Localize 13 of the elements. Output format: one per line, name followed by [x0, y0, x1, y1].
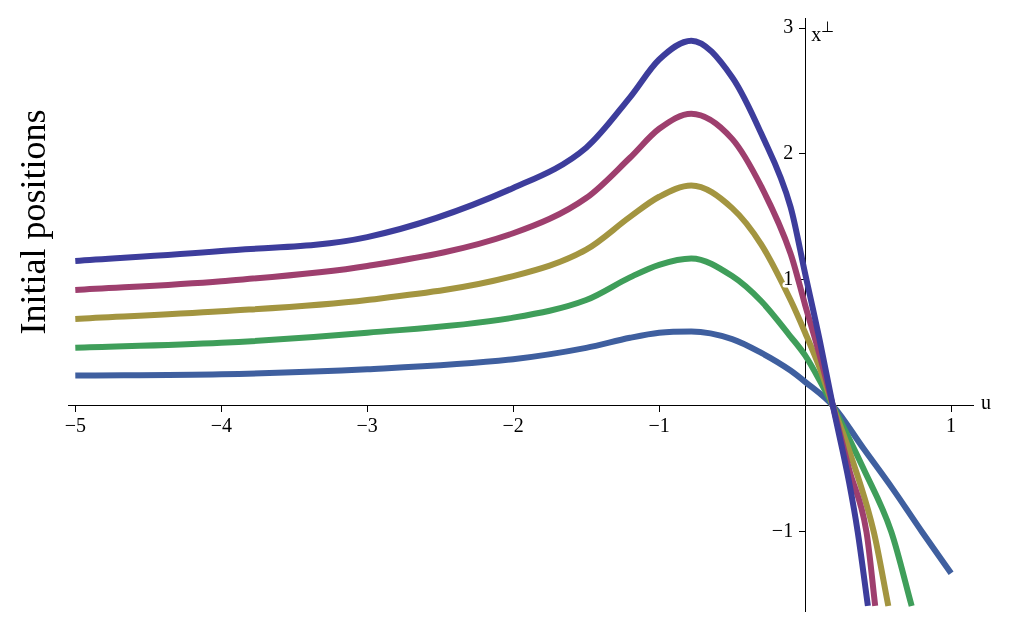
y-tick-label: −1 — [771, 518, 794, 541]
y-tick-label: 2 — [783, 141, 794, 164]
x-tick-label: −4 — [210, 414, 232, 437]
x-tick-label: −5 — [64, 414, 86, 437]
x-axis-title: u — [981, 391, 991, 414]
x-tick-label: 1 — [946, 414, 957, 437]
y-tick-label: 3 — [783, 15, 794, 38]
x-tick-label: −2 — [502, 414, 524, 437]
x-tick-label: −3 — [356, 414, 378, 437]
y-axis-title: x⊥ — [811, 18, 835, 46]
y-tick-label: 1 — [783, 267, 794, 290]
text: Initial positions — [13, 109, 54, 335]
x-tick-label: −1 — [648, 414, 670, 437]
